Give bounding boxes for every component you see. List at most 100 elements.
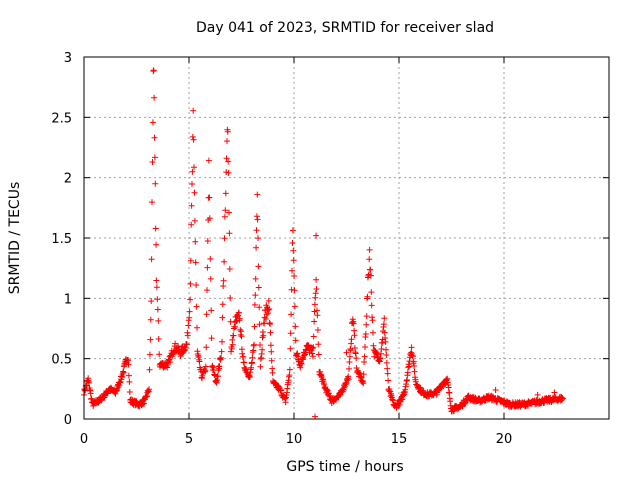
- data-point: [219, 314, 226, 321]
- data-point: [167, 359, 174, 366]
- data-point: [203, 344, 210, 351]
- data-point: [151, 154, 158, 161]
- data-point: [253, 227, 260, 234]
- data-point: [146, 386, 153, 393]
- x-tick-label: 5: [185, 432, 193, 447]
- data-point: [192, 238, 199, 245]
- data-point: [408, 344, 415, 351]
- data-point: [220, 277, 227, 284]
- data-point: [289, 240, 296, 246]
- data-point: [256, 321, 263, 328]
- data-point: [223, 155, 230, 162]
- data-point: [187, 280, 194, 287]
- data-point: [292, 337, 299, 344]
- data-point: [126, 378, 133, 385]
- data-point: [251, 341, 258, 348]
- data-point: [289, 267, 295, 274]
- data-point: [206, 194, 213, 201]
- data-point: [312, 290, 319, 297]
- data-point: [186, 308, 193, 315]
- data-point: [151, 94, 158, 101]
- data-point: [188, 221, 195, 228]
- data-point: [381, 329, 388, 336]
- data-point: [313, 232, 320, 239]
- data-point: [221, 213, 228, 220]
- data-point: [378, 346, 385, 352]
- data-point: [266, 306, 273, 312]
- data-point: [286, 372, 293, 379]
- data-point: [189, 168, 196, 175]
- data-point: [311, 301, 318, 308]
- data-point: [148, 256, 155, 263]
- data-point: [148, 298, 155, 305]
- x-tick-label: 0: [80, 432, 88, 447]
- data-point: [404, 369, 411, 376]
- data-point: [310, 344, 317, 351]
- data-point: [315, 341, 322, 348]
- data-point: [236, 315, 243, 322]
- data-point: [364, 293, 371, 300]
- data-point: [149, 199, 155, 206]
- data-point: [255, 235, 261, 242]
- data-point: [253, 244, 260, 251]
- data-point: [286, 366, 293, 373]
- data-point: [185, 322, 192, 329]
- data-point: [219, 301, 226, 308]
- data-point: [367, 266, 374, 273]
- data-point: [152, 225, 159, 232]
- data-point: [218, 348, 225, 355]
- data-point: [149, 119, 156, 126]
- data-point: [187, 257, 194, 264]
- data-point: [256, 304, 263, 311]
- data-point: [257, 342, 263, 348]
- data-point: [255, 263, 262, 270]
- data-point: [287, 330, 294, 337]
- data-point: [241, 359, 247, 366]
- data-point: [240, 353, 247, 360]
- data-point: [257, 363, 264, 370]
- y-tick-label: 1: [64, 292, 72, 307]
- data-point: [219, 338, 225, 345]
- data-point: [261, 314, 268, 321]
- data-point: [216, 363, 223, 370]
- data-point: [361, 353, 368, 360]
- data-point: [207, 255, 214, 262]
- y-tick-label: 2.5: [51, 111, 72, 126]
- data-point: [126, 389, 133, 395]
- data-point: [267, 321, 274, 327]
- data-point: [385, 377, 392, 384]
- data-point: [368, 302, 375, 309]
- data-point: [292, 323, 299, 330]
- data-point: [313, 286, 320, 292]
- data-point: [205, 157, 212, 164]
- data-point: [187, 296, 194, 303]
- data-point: [225, 158, 232, 165]
- data-point: [120, 369, 127, 376]
- data-point: [220, 283, 227, 289]
- data-point: [310, 333, 317, 340]
- data-point: [384, 370, 391, 377]
- x-axis-label: GPS time / hours: [286, 459, 403, 475]
- data-point: [152, 180, 159, 187]
- data-point: [193, 303, 200, 310]
- data-point: [350, 320, 357, 327]
- data-point: [363, 313, 370, 320]
- data-point: [291, 303, 298, 310]
- data-point: [194, 324, 200, 331]
- x-tick-label: 10: [286, 432, 303, 447]
- data-point: [559, 395, 566, 402]
- data-point: [146, 351, 153, 358]
- data-point: [290, 257, 297, 264]
- data-point: [154, 296, 161, 303]
- data-point: [191, 189, 198, 196]
- data-point: [224, 138, 230, 145]
- data-point: [226, 230, 233, 237]
- y-tick-label: 0.5: [51, 353, 72, 368]
- data-points: [81, 67, 566, 420]
- data-point: [361, 359, 368, 365]
- data-point: [309, 345, 316, 352]
- data-point: [265, 297, 272, 304]
- data-point: [380, 321, 387, 328]
- data-point: [249, 354, 256, 361]
- data-point: [288, 311, 295, 318]
